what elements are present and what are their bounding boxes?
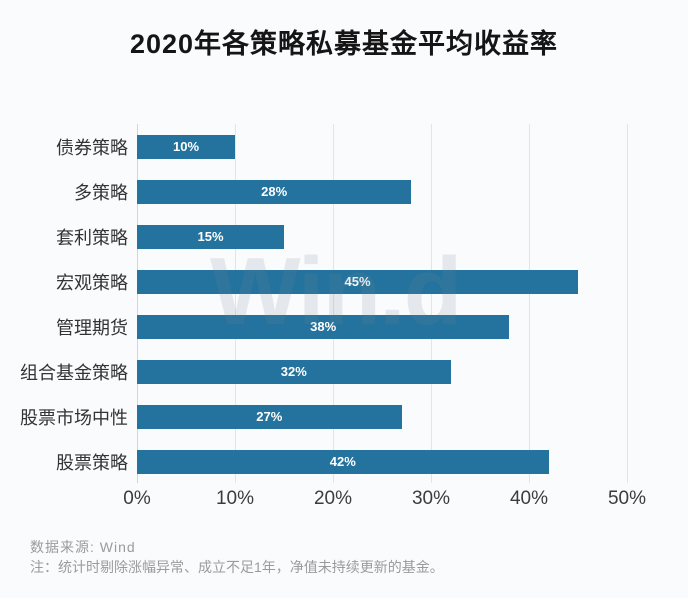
- gridlines: [137, 124, 628, 483]
- bar-chart-rows: 债券策略 10% 多策略 28% 套利策略 15% 宏观策略 45%: [0, 124, 688, 484]
- gridline: [431, 124, 432, 483]
- x-axis-tick-label: 40%: [509, 488, 549, 509]
- chart-row: 股票策略 42%: [0, 439, 688, 484]
- bar: 27%: [137, 404, 402, 429]
- bar-track: 27%: [137, 404, 627, 429]
- chart-row: 管理期货 38%: [0, 304, 688, 349]
- bar-chart: 债券策略 10% 多策略 28% 套利策略 15% 宏观策略 45%: [0, 124, 688, 484]
- statistics-note: 注：统计时剔除涨幅异常、成立不足1年，净值未持续更新的基金。: [30, 559, 444, 575]
- bar-track: 45%: [137, 269, 627, 294]
- bar-value-label: 28%: [261, 184, 288, 199]
- bar-track: 42%: [137, 449, 627, 474]
- bar-value-label: 42%: [329, 454, 356, 469]
- category-label: 套利策略: [56, 227, 128, 248]
- bar-value-label: 32%: [280, 364, 307, 379]
- data-source-note: 数据来源: Wind: [30, 539, 136, 555]
- bar: 38%: [137, 314, 510, 339]
- category-label: 债券策略: [56, 137, 128, 158]
- gridline: [235, 124, 236, 483]
- gridline: [333, 124, 334, 483]
- category-label: 股票市场中性: [20, 407, 128, 428]
- chart-title: 2020年各策略私募基金平均收益率: [129, 29, 559, 59]
- bar-track: 28%: [137, 179, 627, 204]
- bar: 10%: [137, 134, 235, 159]
- bar: 32%: [137, 359, 451, 384]
- x-axis-tick-label: 30%: [411, 488, 451, 509]
- bar: 28%: [137, 179, 412, 204]
- y-axis-line: [137, 124, 138, 483]
- x-axis-tick-label: 20%: [313, 488, 353, 509]
- chart-row: 债券策略 10%: [0, 124, 688, 169]
- bar-value-label: 45%: [344, 274, 371, 289]
- category-label: 管理期货: [56, 317, 128, 338]
- chart-row: 宏观策略 45%: [0, 259, 688, 304]
- x-axis-tick-label: 0%: [123, 488, 151, 509]
- bar: 42%: [137, 449, 549, 474]
- chart-row: 套利策略 15%: [0, 214, 688, 259]
- x-axis-tick-label: 50%: [607, 488, 647, 509]
- category-label: 多策略: [74, 182, 128, 203]
- bar-value-label: 15%: [197, 229, 224, 244]
- chart-row: 组合基金策略 32%: [0, 349, 688, 394]
- bar: 45%: [137, 269, 578, 294]
- bar-track: 38%: [137, 314, 627, 339]
- gridline: [627, 124, 628, 483]
- bar: 15%: [137, 224, 284, 249]
- bar-track: 32%: [137, 359, 627, 384]
- bar-track: 10%: [137, 134, 627, 159]
- gridline: [529, 124, 530, 483]
- bar-value-label: 10%: [172, 139, 200, 154]
- category-label: 宏观策略: [56, 272, 128, 293]
- bar-track: 15%: [137, 224, 627, 249]
- chart-row: 股票市场中性 27%: [0, 394, 688, 439]
- category-label: 组合基金策略: [20, 362, 128, 383]
- x-axis: 0% 10% 20% 30% 40% 50%: [123, 488, 646, 512]
- bar-value-label: 27%: [256, 409, 283, 424]
- x-axis-tick-label: 10%: [215, 488, 255, 509]
- category-label: 股票策略: [56, 452, 128, 473]
- chart-footer: 数据来源: Wind 注：统计时剔除涨幅异常、成立不足1年，净值未持续更新的基金…: [30, 537, 670, 577]
- bar-value-label: 38%: [310, 319, 337, 334]
- chart-row: 多策略 28%: [0, 169, 688, 214]
